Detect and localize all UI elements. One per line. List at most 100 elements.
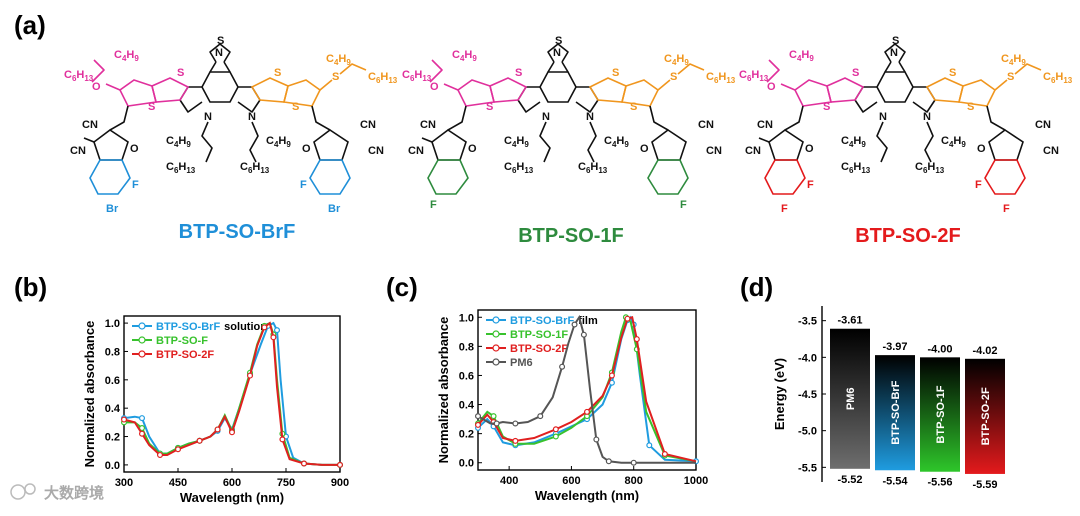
y-tick-label: 0.8 <box>459 341 474 353</box>
alkyl-chain-label: C4H9 <box>326 53 351 67</box>
atom-s: S <box>274 67 281 79</box>
series-point <box>247 372 254 379</box>
atom-o: O <box>468 143 477 155</box>
atom-s: S <box>949 67 956 79</box>
series-point <box>475 421 482 428</box>
series-point <box>583 408 590 415</box>
legend-suffix: solution <box>224 321 267 333</box>
y-tick-label: 0.0 <box>105 460 120 472</box>
atom-o: O <box>430 81 439 93</box>
right-thiophene-1 <box>250 77 289 103</box>
series-point <box>537 413 544 420</box>
series-point <box>270 334 277 341</box>
left-thiophene-1 <box>826 77 865 103</box>
cyano-label: CN <box>745 145 761 157</box>
series-point <box>301 460 308 467</box>
alkyl-chain-label: C6H13 <box>578 161 608 175</box>
alkyl-chain-label: C4H9 <box>504 135 529 149</box>
alkyl-chain-label: C4H9 <box>114 49 139 63</box>
atom-s: S <box>148 101 155 113</box>
alkyl-chain-label: C4H9 <box>941 135 966 149</box>
alkyl-chain-label: C6H13 <box>166 161 196 175</box>
atom-s: S <box>515 67 522 79</box>
compound-name-1f: BTP-SO-1F <box>518 225 624 247</box>
cyano-label: CN <box>1035 119 1051 131</box>
right-thiophene-1 <box>925 77 964 103</box>
right-indanone-ring <box>988 129 1024 161</box>
absorbance-solution-chart: 300 450 600 750 900 0.0 0.2 0.4 0.6 0.8 1.0 Wavelen… <box>82 315 349 505</box>
y-tick-label: -5.5 <box>798 462 817 474</box>
right-benzene-end <box>647 159 689 195</box>
atom-n: N <box>553 47 561 59</box>
y-tick-label: -4.5 <box>798 389 817 401</box>
atom-s: S <box>612 67 619 79</box>
left-benzene-end <box>427 159 469 195</box>
legend-marker <box>492 344 500 352</box>
series-point <box>196 437 203 444</box>
atom-n: N <box>890 47 898 59</box>
series-point <box>624 315 631 322</box>
atom-s: S <box>486 101 493 113</box>
alkyl-chain-label: C6H13 <box>64 69 94 83</box>
alkyl-chain-label: C4H9 <box>604 135 629 149</box>
halogen-label: F <box>781 203 788 215</box>
atom-o: O <box>640 143 649 155</box>
series-point <box>139 425 146 432</box>
atom-s: S <box>670 71 677 83</box>
y-tick-label: 0.6 <box>105 375 120 387</box>
series-point <box>559 363 566 370</box>
left-thiophene-2 <box>456 79 495 107</box>
series-point <box>157 451 164 458</box>
alkyl-chain-label: C6H13 <box>240 161 270 175</box>
halogen-label: F <box>807 179 814 191</box>
x-tick-label: 400 <box>500 475 518 487</box>
halogen-label: F <box>680 199 687 211</box>
y-tick-label: 0.4 <box>459 400 475 412</box>
series-point <box>571 321 578 328</box>
atom-s: S <box>217 35 224 47</box>
series-point <box>512 420 519 427</box>
cyano-label: CN <box>420 119 436 131</box>
alkyl-chain-label: C4H9 <box>789 49 814 63</box>
right-thiophene-2 <box>958 79 997 107</box>
x-tick-label: 1000 <box>684 475 708 487</box>
x-axis-title: Wavelength (nm) <box>535 488 639 503</box>
atom-n: N <box>204 111 212 123</box>
series-line-btp-so-1f <box>477 315 697 463</box>
x-tick-label: 450 <box>169 477 187 489</box>
series-point <box>593 436 600 443</box>
left-indanone-ring <box>93 129 129 161</box>
cyano-label: CN <box>757 119 773 131</box>
cyano-label: CN <box>1043 145 1059 157</box>
atom-s: S <box>892 35 899 47</box>
series-point <box>633 336 640 343</box>
y-tick-label: -5.0 <box>798 426 817 438</box>
y-tick-label: 0.6 <box>459 370 474 382</box>
central-ring <box>876 71 914 103</box>
lumo-value-label: -4.00 <box>927 343 952 355</box>
atom-s: S <box>823 101 830 113</box>
cyano-label: CN <box>368 145 384 157</box>
right-indanone-ring <box>651 129 687 161</box>
series-point <box>490 413 497 420</box>
cyano-label: CN <box>408 145 424 157</box>
legend-label: PM6 <box>510 357 533 369</box>
right-thiophene-2 <box>621 79 660 107</box>
y-axis-title: Energy (eV) <box>772 358 787 430</box>
x-tick-label: 800 <box>625 475 643 487</box>
x-tick-label: 600 <box>223 477 241 489</box>
y-tick-label: -3.5 <box>798 316 817 328</box>
cyano-label: CN <box>698 119 714 131</box>
alkyl-chain-label: C4H9 <box>664 53 689 67</box>
halogen-label: F <box>132 179 139 191</box>
cyano-label: CN <box>82 119 98 131</box>
left-indanone-ring <box>431 129 467 161</box>
watermark-logo-icon <box>10 484 26 500</box>
alkyl-chain-label: C6H13 <box>915 161 945 175</box>
alkyl-chain-label: C6H13 <box>504 161 534 175</box>
atom-o: O <box>92 81 101 93</box>
halogen-label: F <box>430 199 437 211</box>
